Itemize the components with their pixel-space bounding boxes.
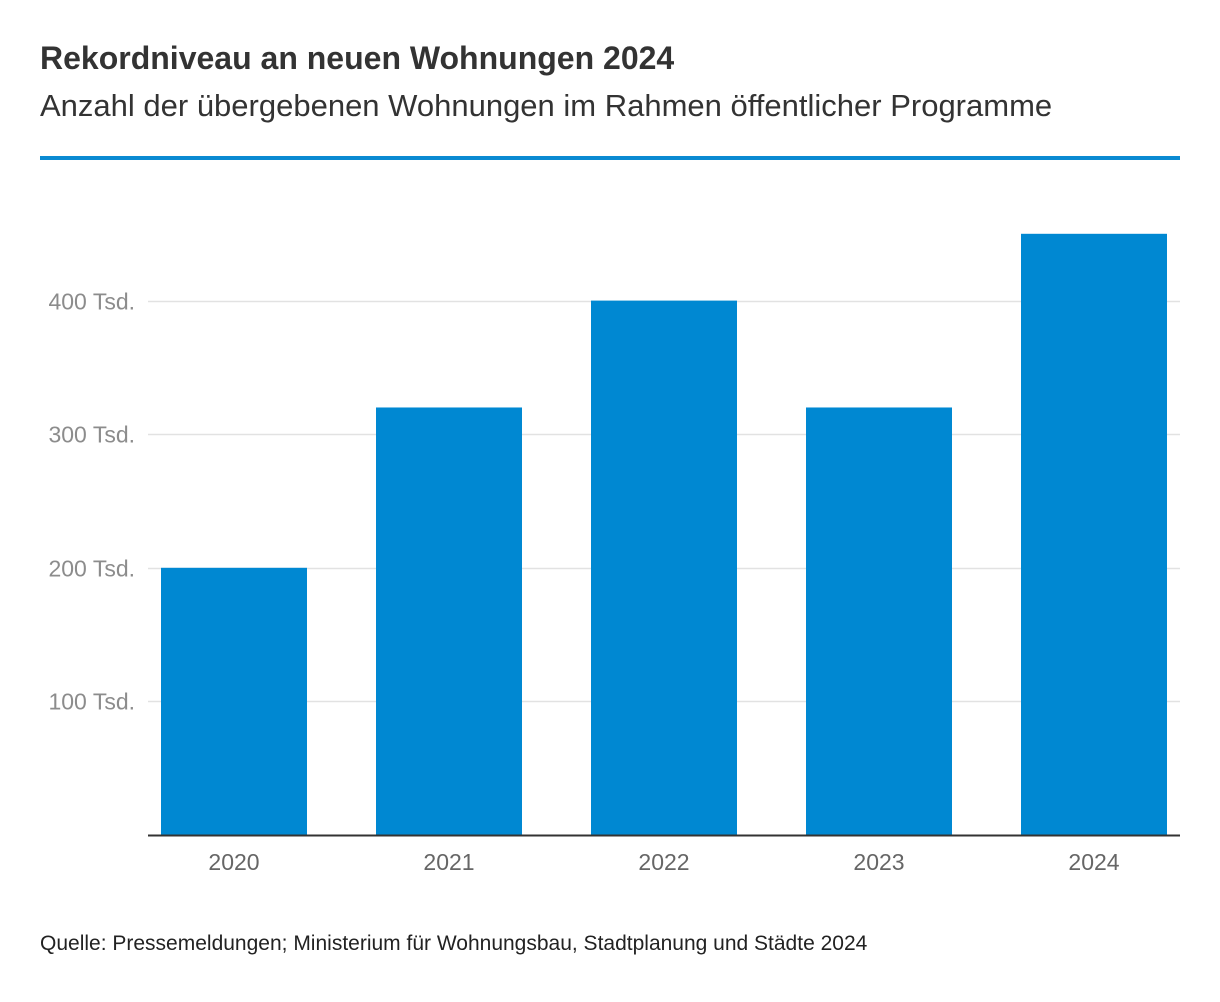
bar-2021 xyxy=(376,407,522,835)
bar-2022 xyxy=(591,300,737,836)
x-tick-label: 2020 xyxy=(208,849,259,875)
bar-2020 xyxy=(161,567,307,835)
x-tick-label: 2021 xyxy=(423,849,474,875)
bar-2024 xyxy=(1021,233,1167,836)
x-tick-label: 2024 xyxy=(1068,849,1119,875)
y-tick-label: 400 Tsd. xyxy=(48,289,135,315)
bars xyxy=(161,233,1167,836)
y-tick-label: 100 Tsd. xyxy=(48,689,135,715)
y-tick-label: 200 Tsd. xyxy=(48,556,135,582)
x-tick-label: 2023 xyxy=(853,849,904,875)
chart-title: Rekordniveau an neuen Wohnungen 2024 xyxy=(40,40,675,76)
bar-2023 xyxy=(806,407,952,835)
source-note: Quelle: Pressemeldungen; Ministerium für… xyxy=(40,932,868,955)
chart-subtitle: Anzahl der übergebenen Wohnungen im Rahm… xyxy=(40,88,1053,123)
x-tick-label: 2022 xyxy=(638,849,689,875)
title-accent-rule xyxy=(40,156,1180,160)
y-tick-labels: 100 Tsd. 200 Tsd. 300 Tsd. 400 Tsd. xyxy=(48,289,135,715)
x-tick-labels: 2020 2021 2022 2023 2024 xyxy=(208,849,1119,875)
y-tick-label: 300 Tsd. xyxy=(48,422,135,448)
